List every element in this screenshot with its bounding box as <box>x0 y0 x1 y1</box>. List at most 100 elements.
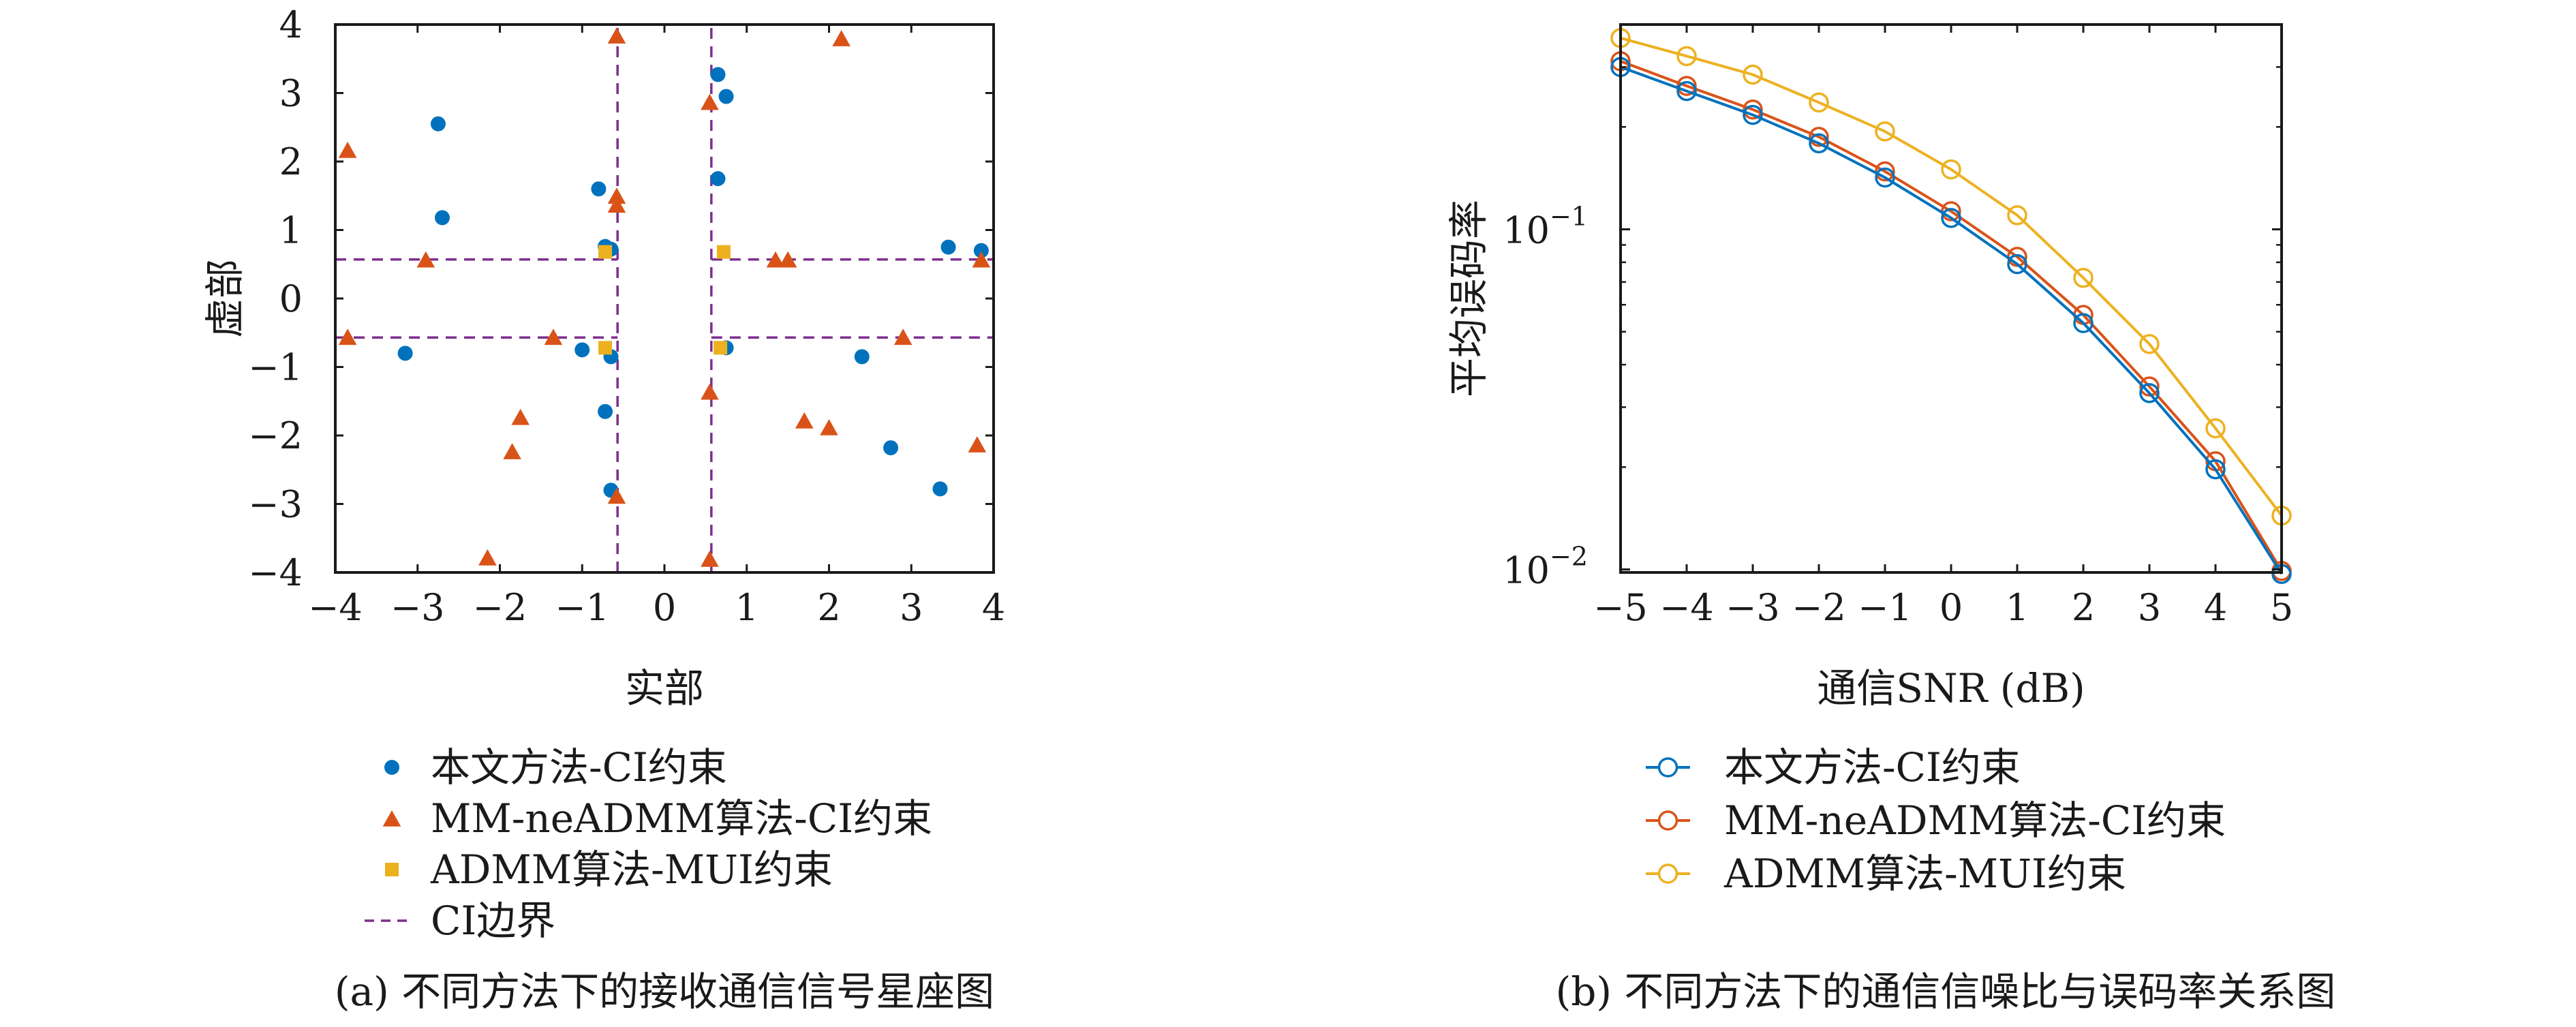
x-tick-label-2: 2 <box>2072 586 2095 629</box>
x-tick-label-1: 1 <box>2006 586 2029 629</box>
constellation-legend: 本文方法-CI约束 MM-neADMM算法-CI约束 ADMM算法-MUI约束 … <box>365 744 932 944</box>
mm-neadmm-point-15 <box>607 487 626 504</box>
y-tick-label-base-1: 10 <box>1503 209 1550 252</box>
legend-marker-mm-neadmm <box>382 810 401 827</box>
x-tick-label-4: 4 <box>982 586 1005 629</box>
ber-plot-frame <box>1619 23 2283 574</box>
mm-neadmm-point-7 <box>766 251 785 268</box>
series-point-mm-neadmm-8 <box>2139 376 2160 397</box>
mm-neadmm-point-19 <box>820 418 838 435</box>
mm-neadmm-point-21 <box>968 436 987 453</box>
mm-neadmm-point-10 <box>338 328 357 346</box>
ber-series <box>1610 28 2292 584</box>
series-line-proposed <box>1620 65 2283 575</box>
mm-neadmm-point-17 <box>701 550 719 567</box>
x-tick-label-5: 5 <box>2270 586 2293 629</box>
x-tick-label-0: 0 <box>1939 586 1963 629</box>
series-point-admm-5 <box>1941 159 1961 180</box>
constellation-y-axis-label: 虚部 <box>202 259 248 338</box>
admm-point-0 <box>598 245 613 259</box>
ber-x-axis-label: 通信SNR (dB) <box>1817 665 2085 711</box>
proposed-point-1 <box>434 210 450 226</box>
series-point-proposed-1 <box>1676 80 1697 102</box>
series-point-proposed-8 <box>2139 383 2160 403</box>
y-tick-label-2: 2 <box>279 140 303 183</box>
y-tick-label-exponent-0: −2 <box>1550 542 1588 572</box>
y-tick-label-2: −2 <box>248 414 303 457</box>
legend-marker-proposed <box>384 760 399 775</box>
x-tick-label-3: 3 <box>900 586 923 629</box>
proposed-point-6 <box>718 89 734 104</box>
series-point-admm-2 <box>1743 64 1763 85</box>
proposed-point-16 <box>854 349 870 365</box>
ber-ticks: −5 −4 −3 −2 −1 0 1 2 3 4 510−210−1 <box>1503 23 2293 629</box>
series-point-proposed-3 <box>1809 133 1829 154</box>
legend-label-mm-neadmm: MM-neADMM算法-CI约束 <box>1724 797 2226 844</box>
mm-neadmm-point-6 <box>832 30 850 46</box>
proposed-point-11 <box>574 342 590 358</box>
legend-marker-admm <box>1657 863 1678 884</box>
proposed-point-8 <box>940 239 956 255</box>
proposed-point-10 <box>397 346 413 361</box>
y-tick-label-exponent-1: −1 <box>1550 202 1588 232</box>
x-tick-label-3: 3 <box>2138 586 2161 629</box>
x-tick-label-2: 2 <box>817 586 840 629</box>
x-tick-label-1: −1 <box>555 586 609 629</box>
mm-neadmm-point-1 <box>416 251 435 268</box>
series-point-mm-neadmm-2 <box>1743 99 1763 120</box>
x-tick-label-2: −2 <box>473 586 527 629</box>
admm-point-3 <box>714 341 728 355</box>
ber-legend: 本文方法-CI约束 MM-neADMM算法-CI约束 ADMM算法-MUI约束 <box>1646 744 2226 897</box>
y-tick-label-base-0: 10 <box>1503 549 1550 592</box>
mm-neadmm-point-4 <box>607 196 626 213</box>
legend-marker-mm-neadmm <box>1657 810 1678 831</box>
caption-b: (b) 不同方法下的通信信噪比与误码率关系图 <box>1556 968 2336 1015</box>
series-point-admm-7 <box>2073 267 2094 288</box>
series-point-proposed-6 <box>2007 254 2027 275</box>
legend-label-admm: ADMM算法-MUI约束 <box>1723 850 2126 897</box>
admm-point-1 <box>716 245 731 259</box>
legend-label-mm-neadmm: MM-neADMM算法-CI约束 <box>431 795 932 842</box>
series-point-admm-8 <box>2139 334 2160 354</box>
series-point-proposed-7 <box>2073 313 2094 333</box>
proposed-point-2 <box>591 181 607 197</box>
x-tick-label-4: 4 <box>2204 586 2227 629</box>
mm-neadmm-point-12 <box>511 408 530 425</box>
series-point-admm-1 <box>1676 46 1697 67</box>
series-point-admm-4 <box>1875 121 1895 142</box>
series-point-proposed-9 <box>2205 459 2226 480</box>
admm-point-2 <box>598 341 613 355</box>
proposed-point-17 <box>883 440 899 456</box>
series-point-admm-6 <box>2007 205 2027 226</box>
mm-neadmm-point-14 <box>478 549 497 566</box>
y-tick-label-0: 10−2 <box>1503 542 1588 592</box>
x-tick-label-2: −2 <box>1792 586 1846 629</box>
y-tick-label-3: 3 <box>279 72 303 115</box>
mm-neadmm-point-3 <box>607 187 626 204</box>
series-point-admm-3 <box>1809 92 1829 113</box>
x-tick-label-5: −5 <box>1593 586 1648 629</box>
series-point-proposed-5 <box>1941 208 1961 228</box>
x-tick-label-3: −3 <box>390 586 445 629</box>
series-point-admm-9 <box>2205 418 2226 439</box>
constellation-ticks: −4 −3 −2 −1 0 1 2 3 4 −4 −3 −2 −1 0 1 2 3 4 <box>248 3 1005 629</box>
mm-neadmm-point-2 <box>607 27 626 44</box>
legend-label-proposed: 本文方法-CI约束 <box>431 744 727 791</box>
y-tick-label-1: −1 <box>248 346 303 389</box>
x-tick-label-1: −1 <box>1858 586 1912 629</box>
legend-marker-proposed <box>1657 757 1678 778</box>
mm-neadmm-point-0 <box>338 141 357 158</box>
proposed-point-0 <box>430 116 446 132</box>
mm-neadmm-point-16 <box>701 383 719 400</box>
constellation-plot-frame <box>334 23 995 574</box>
ber-panel: −5 −4 −3 −2 −1 0 1 2 3 4 510−210−1 通信SNR (dB) 平均误码… <box>1445 23 2336 1015</box>
y-tick-label-4: −4 <box>248 551 303 594</box>
series-point-proposed-2 <box>1743 104 1763 125</box>
proposed-point-18 <box>932 481 948 497</box>
mm-neadmm-point-18 <box>795 412 814 429</box>
x-tick-label-4: −4 <box>1659 586 1714 629</box>
series-point-mm-neadmm-1 <box>1676 76 1697 96</box>
mm-neadmm-point-13 <box>503 443 521 459</box>
mm-neadmm-point-20 <box>893 328 913 346</box>
